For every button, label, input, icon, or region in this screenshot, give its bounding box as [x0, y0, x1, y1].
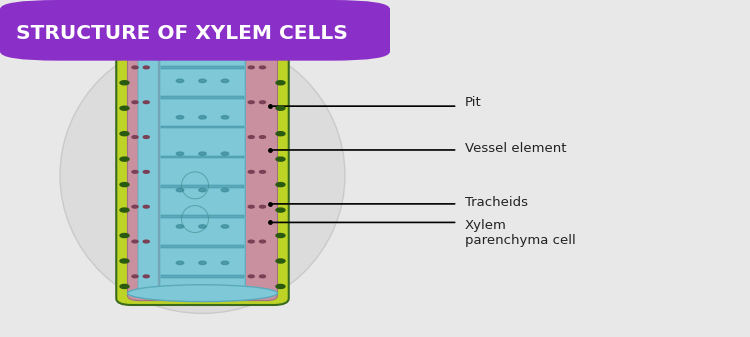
- Circle shape: [248, 275, 254, 278]
- Ellipse shape: [116, 30, 289, 57]
- FancyBboxPatch shape: [160, 47, 245, 297]
- Text: Pit: Pit: [465, 96, 482, 109]
- Circle shape: [276, 259, 285, 263]
- Circle shape: [176, 116, 184, 119]
- Circle shape: [120, 284, 129, 288]
- Ellipse shape: [169, 31, 191, 43]
- Circle shape: [276, 157, 285, 161]
- Circle shape: [132, 171, 138, 173]
- Circle shape: [199, 188, 206, 192]
- Circle shape: [120, 157, 129, 161]
- Bar: [161, 96, 244, 99]
- Circle shape: [199, 261, 206, 265]
- Ellipse shape: [191, 31, 214, 43]
- Circle shape: [248, 136, 254, 139]
- Circle shape: [132, 136, 138, 139]
- Circle shape: [248, 101, 254, 103]
- Ellipse shape: [60, 37, 345, 313]
- Circle shape: [120, 55, 129, 59]
- Circle shape: [176, 152, 184, 155]
- Circle shape: [276, 183, 285, 187]
- Circle shape: [120, 132, 129, 136]
- Circle shape: [248, 240, 254, 243]
- Circle shape: [221, 225, 229, 228]
- Circle shape: [260, 275, 266, 278]
- Bar: [161, 126, 244, 128]
- Circle shape: [143, 136, 149, 139]
- Circle shape: [248, 171, 254, 173]
- FancyBboxPatch shape: [116, 39, 289, 305]
- Circle shape: [120, 259, 129, 263]
- Circle shape: [260, 136, 266, 139]
- Circle shape: [221, 152, 229, 155]
- Circle shape: [260, 205, 266, 208]
- Circle shape: [143, 240, 149, 243]
- Text: Xylem
parenchyma cell: Xylem parenchyma cell: [465, 218, 576, 247]
- Circle shape: [132, 205, 138, 208]
- Circle shape: [143, 275, 149, 278]
- Circle shape: [260, 101, 266, 103]
- Circle shape: [120, 183, 129, 187]
- Circle shape: [199, 225, 206, 228]
- Circle shape: [248, 66, 254, 69]
- Circle shape: [143, 101, 149, 103]
- Circle shape: [199, 116, 206, 119]
- Circle shape: [248, 205, 254, 208]
- Circle shape: [276, 132, 285, 136]
- Ellipse shape: [169, 32, 236, 45]
- Ellipse shape: [128, 285, 278, 302]
- Circle shape: [260, 66, 266, 69]
- Bar: [161, 215, 244, 218]
- Ellipse shape: [150, 31, 172, 43]
- Circle shape: [143, 171, 149, 173]
- Circle shape: [276, 106, 285, 110]
- Circle shape: [132, 240, 138, 243]
- Circle shape: [132, 66, 138, 69]
- Circle shape: [199, 79, 206, 83]
- Bar: [161, 275, 244, 278]
- Circle shape: [120, 81, 129, 85]
- FancyBboxPatch shape: [128, 43, 278, 301]
- Circle shape: [143, 66, 149, 69]
- Circle shape: [276, 284, 285, 288]
- Circle shape: [276, 234, 285, 238]
- FancyBboxPatch shape: [138, 47, 158, 297]
- Bar: [161, 66, 244, 69]
- Circle shape: [176, 225, 184, 228]
- Circle shape: [199, 152, 206, 155]
- Circle shape: [276, 81, 285, 85]
- Circle shape: [276, 55, 285, 59]
- FancyBboxPatch shape: [0, 0, 390, 61]
- Circle shape: [120, 106, 129, 110]
- Circle shape: [176, 188, 184, 192]
- Circle shape: [120, 234, 129, 238]
- Circle shape: [176, 79, 184, 83]
- Circle shape: [120, 208, 129, 212]
- Text: STRUCTURE OF XYLEM CELLS: STRUCTURE OF XYLEM CELLS: [16, 24, 347, 43]
- Circle shape: [221, 188, 229, 192]
- Circle shape: [221, 79, 229, 83]
- Ellipse shape: [232, 31, 255, 43]
- Circle shape: [176, 261, 184, 265]
- Text: Tracheids: Tracheids: [465, 196, 528, 209]
- Bar: [161, 185, 244, 188]
- Circle shape: [276, 208, 285, 212]
- Circle shape: [143, 205, 149, 208]
- Circle shape: [221, 116, 229, 119]
- Circle shape: [221, 261, 229, 265]
- Circle shape: [260, 240, 266, 243]
- Text: Vessel element: Vessel element: [465, 142, 566, 155]
- Circle shape: [132, 275, 138, 278]
- Circle shape: [260, 171, 266, 173]
- Ellipse shape: [214, 31, 236, 43]
- Bar: [161, 156, 244, 158]
- Circle shape: [132, 101, 138, 103]
- Bar: [161, 245, 244, 248]
